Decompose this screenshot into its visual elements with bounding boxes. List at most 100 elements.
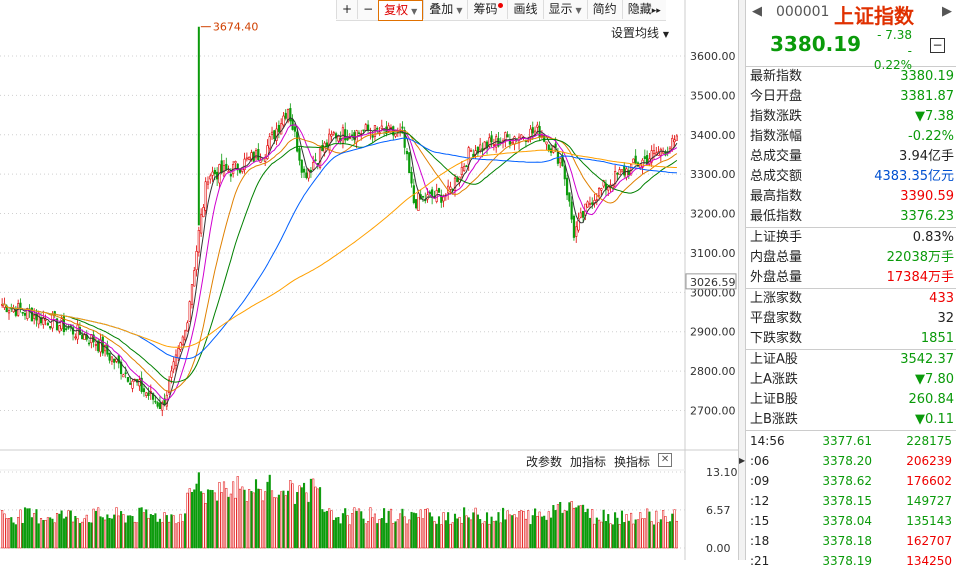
volume-bar (49, 517, 52, 549)
stat-row: 最高指数 3390.59 (746, 187, 956, 207)
stat-row: 指数涨幅 -0.22% (746, 127, 956, 147)
draw-line-button[interactable]: 画线 (507, 0, 542, 19)
volume-bar (566, 510, 569, 549)
tick-row: :12 3378.15 149727 (746, 491, 956, 511)
candle-body (87, 342, 91, 345)
stat-value: 433 (929, 291, 954, 306)
current-price-tag (685, 273, 737, 290)
volume-bar (444, 520, 447, 549)
tick-row: :09 3378.62 176602 (746, 471, 956, 491)
volume-bar (513, 514, 516, 549)
candle-body (138, 379, 141, 387)
switch-indicator-button[interactable]: 换指标 (614, 455, 651, 469)
candle-body (289, 108, 292, 122)
stat-value: 3.94亿手 (899, 149, 954, 164)
zoom-in-button[interactable]: + (336, 0, 357, 19)
candle-body (545, 141, 548, 145)
volume-bar (181, 521, 184, 549)
fuquan-button[interactable]: 复权 ▼ (378, 0, 424, 21)
chips-button[interactable]: 筹码 (467, 0, 507, 19)
volume-bar (517, 511, 521, 549)
zoom-out-button[interactable]: − (357, 0, 378, 19)
volume-bar (570, 501, 573, 549)
candle-body (346, 135, 349, 141)
volume-bar (330, 510, 333, 549)
volume-bar (122, 514, 125, 549)
volume-bar (671, 513, 674, 549)
stat-row: 平盘家数 32 (746, 309, 956, 329)
stat-label: 上B涨跌 (750, 412, 798, 427)
stat-value: 4383.35亿元 (874, 169, 954, 184)
volume-bar (264, 491, 267, 549)
candle-body (376, 127, 379, 130)
volume-bar (636, 519, 640, 549)
candle-body (488, 137, 491, 147)
next-stock-icon[interactable]: ▶ (942, 4, 952, 19)
volume-bar (506, 510, 509, 549)
stat-value: 3376.23 (900, 209, 954, 224)
volume-bar (341, 513, 344, 549)
volume-bar (371, 517, 374, 549)
candle-body (234, 161, 237, 164)
overlay-button[interactable]: 叠加 ▼ (423, 0, 467, 19)
volume-bar (547, 511, 550, 549)
candle-body (348, 137, 351, 140)
candle-body (305, 172, 308, 178)
close-icon[interactable]: ✕ (658, 453, 673, 467)
volume-bar (67, 510, 70, 549)
kline-chart[interactable]: 3600.00 3500.00 3400.00 3300.00 3200.00 3100.… (0, 0, 738, 560)
stat-value: ▼0.11 (915, 412, 954, 427)
volume-bar (657, 522, 660, 549)
candle-body (126, 377, 130, 382)
ma-setting-button[interactable]: 设置均线 ▼ (611, 24, 669, 41)
volume-bar (481, 523, 484, 549)
volume-bar (447, 512, 450, 549)
display-button[interactable]: 显示 ▼ (542, 0, 587, 19)
chart-area[interactable]: 3600.00 3500.00 3400.00 3300.00 3200.00 3100.… (0, 0, 738, 560)
candle-body (188, 301, 191, 322)
candle-body (506, 134, 509, 138)
volume-bar (469, 519, 473, 549)
candle-body (83, 334, 86, 340)
quote-panel: ◀ 000001 上证指数 ▶ 3380.19 - 7.38 - 0.22% −… (746, 0, 956, 568)
candle-body (321, 145, 324, 151)
volume-bar (225, 487, 228, 549)
volume-bar (627, 520, 630, 549)
candle-body (177, 348, 180, 359)
candle-body (453, 177, 457, 191)
candle-body (151, 393, 155, 400)
stat-label: 外盘总量 (750, 270, 803, 285)
add-indicator-button[interactable]: 加指标 (570, 455, 607, 469)
prev-stock-icon[interactable]: ◀ (752, 4, 762, 19)
panel-splitter[interactable]: ▶ (738, 0, 746, 560)
stock-code: 000001 (776, 4, 830, 20)
volume-bar (474, 507, 477, 549)
hide-button[interactable]: 隐藏▸▸ (621, 0, 666, 19)
edit-params-button[interactable]: 改参数 (526, 455, 563, 469)
candle-body (540, 135, 544, 137)
volume-bar (10, 517, 13, 549)
volume-bar (140, 507, 143, 549)
stat-value: 1851 (920, 331, 954, 346)
stat-label: 平盘家数 (750, 311, 803, 326)
volume-bar (582, 504, 585, 549)
stat-row: 上证换手 0.83% (746, 227, 956, 248)
volume-bar (554, 510, 557, 549)
candle-body (602, 180, 605, 187)
volume-bar (259, 489, 262, 549)
volume-bar (236, 476, 239, 549)
collapse-button[interactable]: − (930, 38, 945, 53)
candle-body (273, 130, 276, 140)
volume-bar (136, 522, 139, 549)
tick-volume: 206239 (906, 454, 952, 468)
volume-bar (668, 521, 672, 549)
simple-button[interactable]: 简约 (586, 0, 622, 19)
volume-bar (561, 512, 564, 549)
candle-body (490, 135, 493, 143)
arrow-right-icon[interactable]: ▶ (739, 456, 746, 465)
volume-bar (39, 518, 43, 549)
candle-body (492, 144, 495, 146)
display-label: 显示 (548, 2, 573, 16)
volume-bar (591, 509, 594, 549)
stat-value: 3380.19 (900, 69, 954, 84)
